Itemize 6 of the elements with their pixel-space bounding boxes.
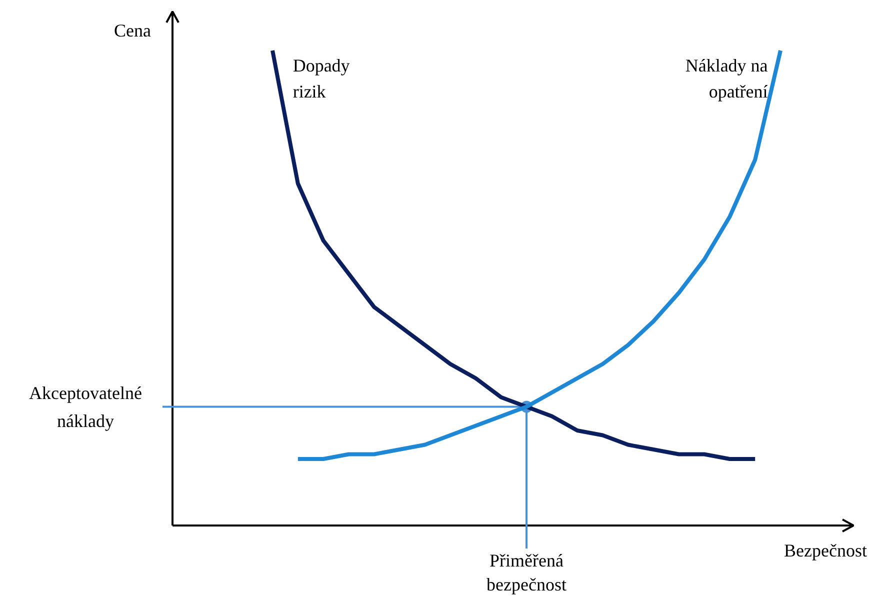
series-label: Dopady rizik	[292, 55, 350, 102]
text: Cena	[114, 20, 152, 40]
text: Přiměřená bezpečnost	[486, 550, 566, 594]
ref-line-label: Akceptovatelné náklady	[29, 382, 142, 431]
text: Bezpečnost	[784, 540, 867, 560]
series-label: Náklady na opatření	[685, 55, 768, 102]
